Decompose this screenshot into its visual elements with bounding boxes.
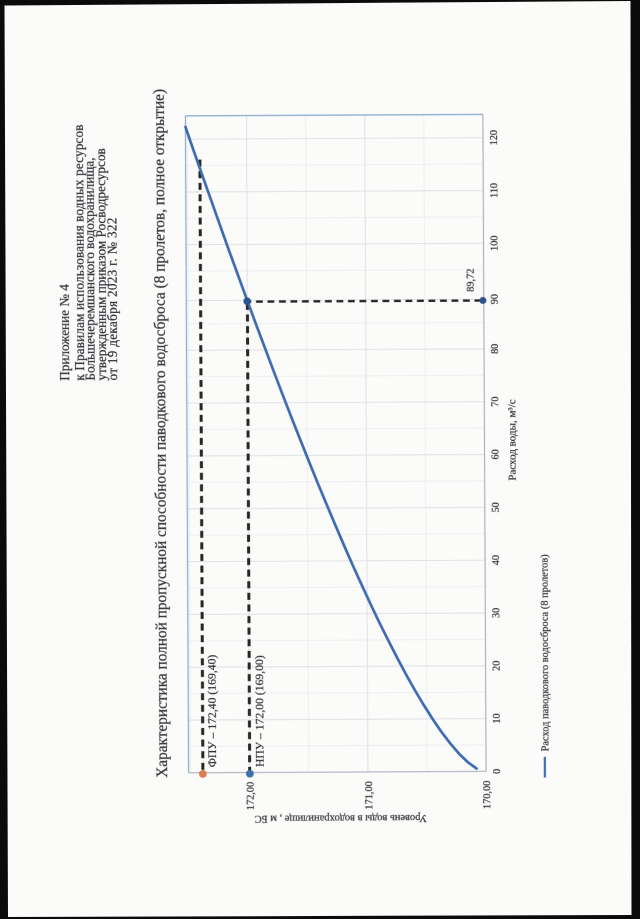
svg-text:80: 80: [490, 344, 501, 354]
svg-text:40: 40: [491, 555, 502, 565]
svg-text:Расход паводкового водосброса: Расход паводкового водосброса (8 пролето…: [539, 554, 551, 751]
svg-text:90: 90: [490, 294, 501, 304]
svg-text:Уровень воды в водохранилище ,: Уровень воды в водохранилище , м БС: [255, 812, 427, 824]
svg-text:170,00: 170,00: [482, 781, 493, 809]
svg-text:к Правилам использования водны: к Правилам использования водных ресурсов: [71, 124, 87, 380]
svg-text:100: 100: [490, 236, 501, 251]
svg-text:утвержденным приказом Росводре: утвержденным приказом Росводресурсов: [93, 148, 109, 380]
svg-text:20: 20: [492, 661, 503, 671]
svg-text:89,72: 89,72: [466, 269, 477, 292]
svg-text:НПУ – 172,00 (169,00): НПУ – 172,00 (169,00): [253, 655, 267, 767]
svg-text:30: 30: [491, 608, 502, 618]
svg-text:60: 60: [491, 449, 502, 459]
svg-text:172,00: 172,00: [246, 782, 257, 810]
svg-text:от 19 декабря 2023 г. № 322: от 19 декабря 2023 г. № 322: [104, 217, 120, 380]
svg-text:Приложение № 4: Приложение № 4: [57, 284, 72, 381]
svg-text:50: 50: [491, 502, 502, 512]
svg-text:171,00: 171,00: [364, 781, 375, 809]
svg-text:Расход воды, м³/с: Расход воды, м³/с: [506, 399, 518, 481]
svg-text:110: 110: [489, 183, 500, 198]
svg-text:0: 0: [492, 769, 503, 774]
svg-text:Большечеремшанского водохранил: Большечеремшанского водохранилища,: [81, 157, 97, 380]
svg-text:Характеристика полной пропускн: Характеристика полной пропускной способн…: [151, 89, 171, 778]
svg-text:70: 70: [490, 397, 501, 407]
svg-text:ФПУ – 172,40 (169,40): ФПУ – 172,40 (169,40): [205, 655, 219, 768]
svg-text:10: 10: [492, 713, 503, 723]
svg-text:120: 120: [489, 130, 500, 145]
